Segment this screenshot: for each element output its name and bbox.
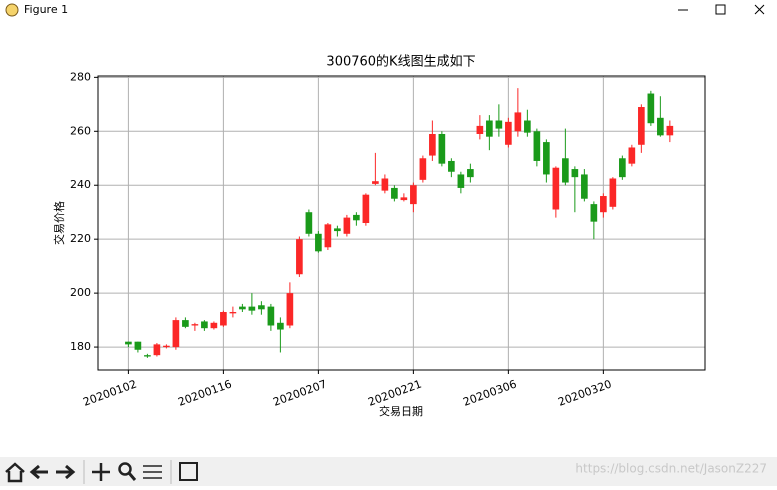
y-tick-label: 200	[70, 286, 91, 299]
candle-body	[438, 133, 446, 164]
candle-body	[638, 107, 645, 145]
zoom-button[interactable]	[118, 462, 132, 476]
candle-body	[210, 322, 218, 329]
candle-body	[619, 158, 626, 178]
candle-body	[505, 121, 512, 145]
candle-body	[647, 93, 655, 124]
close-button[interactable]	[754, 4, 765, 15]
candle-body	[163, 345, 170, 348]
candle-body	[220, 312, 227, 326]
candle-body	[144, 355, 151, 357]
candle-body	[201, 321, 208, 329]
window-title: Figure 1	[24, 3, 68, 16]
candle-body	[334, 228, 341, 232]
candle-body	[267, 306, 275, 326]
candle-body	[657, 117, 664, 136]
candle-body	[448, 160, 455, 172]
candle-body	[296, 239, 303, 275]
candle-body	[666, 125, 674, 136]
maximize-button[interactable]	[715, 4, 726, 15]
candle-body	[153, 344, 161, 356]
candle-body	[571, 169, 579, 178]
candle-body	[552, 167, 560, 210]
candle-body	[277, 322, 284, 330]
y-tick-label: 220	[70, 232, 91, 245]
candle-body	[172, 320, 180, 348]
candle-body	[134, 341, 142, 350]
candle-body	[191, 324, 199, 326]
forward-button[interactable]	[56, 464, 76, 480]
candle-body	[248, 306, 256, 311]
candle-body	[533, 131, 541, 161]
home-button[interactable]	[5, 462, 25, 483]
pan-button[interactable]	[92, 463, 110, 481]
candle-body	[258, 305, 265, 310]
candle-body	[495, 120, 503, 129]
app-icon	[5, 3, 19, 17]
candle-body	[419, 158, 427, 180]
candle-body	[239, 306, 246, 310]
candle-body	[429, 133, 436, 156]
axes-frame	[97, 75, 706, 371]
candle-body	[476, 125, 484, 134]
candle-body	[324, 224, 332, 248]
candle-body	[609, 178, 617, 207]
candle-body	[391, 187, 398, 199]
candle-body	[410, 185, 417, 205]
watermark: https://blog.csdn.net/JasonZ227	[575, 462, 767, 476]
candle-body	[590, 204, 598, 222]
back-button[interactable]	[29, 464, 48, 480]
candle-body	[486, 120, 493, 137]
y-tick-label: 280	[70, 70, 91, 83]
chart-title: 300760的K线图生成如下	[326, 54, 475, 70]
candle-body	[362, 194, 370, 223]
candle-body	[305, 212, 313, 234]
candle-body	[543, 142, 550, 175]
candle-body	[125, 341, 132, 345]
candle-body	[600, 196, 607, 213]
candle-body	[353, 214, 360, 221]
save-button[interactable]	[179, 462, 198, 481]
candle-body	[182, 320, 189, 327]
candle-body	[343, 217, 351, 234]
candle-body	[524, 120, 531, 133]
candle-body	[400, 197, 408, 201]
y-axis-label: 交易价格	[52, 201, 66, 245]
candle-body	[457, 174, 465, 188]
candle-body	[286, 293, 294, 326]
toolbar-icons	[5, 460, 198, 484]
y-tick-label: 180	[70, 340, 91, 353]
x-axis-label: 交易日期	[379, 404, 423, 418]
candle-body	[315, 233, 322, 252]
candle-body	[514, 112, 522, 132]
configure-button[interactable]	[143, 465, 162, 479]
y-tick-label: 260	[70, 124, 91, 137]
candle-body	[381, 178, 389, 191]
candle-body	[372, 181, 379, 184]
y-tick-label: 240	[70, 178, 91, 191]
candle-body	[562, 158, 569, 183]
candle-body	[628, 147, 636, 164]
candle-body	[581, 174, 588, 199]
candle-body	[229, 312, 237, 314]
candle-body	[467, 169, 474, 178]
